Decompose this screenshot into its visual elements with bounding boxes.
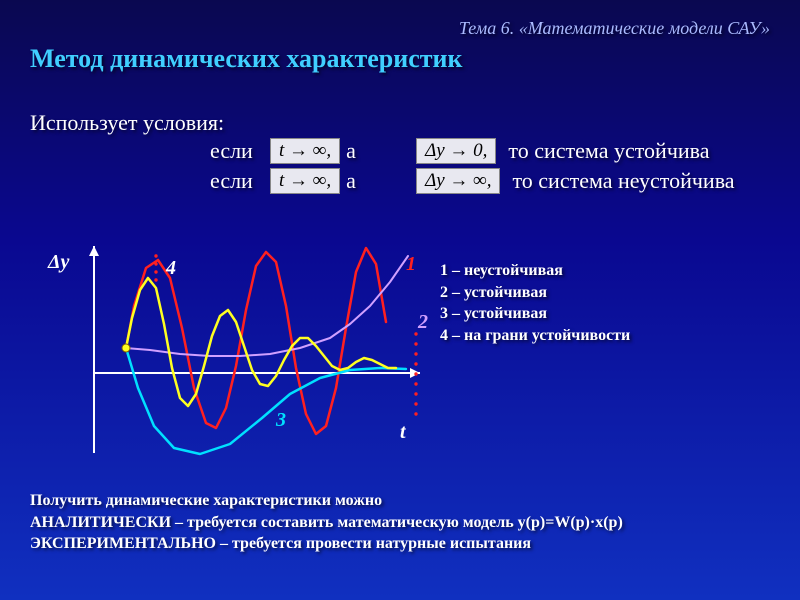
svg-text:1: 1 (406, 253, 416, 275)
breadcrumb: Тема 6. «Математические модели САУ» (459, 18, 770, 39)
chart-area: Δy t 1 2 3 4 (30, 238, 430, 473)
condition-row: если t → ∞, а Δy → ∞, то система неустой… (30, 166, 770, 196)
svg-text:3: 3 (275, 409, 286, 431)
then-text: то система устойчива (508, 138, 709, 164)
mid-word: а (346, 138, 386, 164)
svg-text:2: 2 (417, 311, 428, 333)
svg-text:Δy: Δy (47, 251, 70, 273)
legend-item: 1 – неустойчивая (440, 260, 630, 282)
conditions-label: Использует условия: (30, 110, 770, 136)
if-word: если (210, 168, 270, 194)
if-word: если (210, 138, 270, 164)
legend-item: 2 – устойчивая (440, 282, 630, 304)
mid-word: а (346, 168, 386, 194)
legend: 1 – неустойчивая 2 – устойчивая 3 – усто… (440, 260, 630, 346)
math-box: Δy → ∞, (416, 168, 500, 194)
condition-row: если t → ∞, а Δy → 0, то система устойчи… (30, 136, 770, 166)
svg-text:t: t (400, 421, 407, 443)
math-box: Δy → 0, (416, 138, 496, 164)
bottom-text: Получить динамические характеристики мож… (30, 490, 770, 555)
svg-text:4: 4 (165, 257, 176, 279)
legend-item: 3 – устойчивая (440, 303, 630, 325)
bottom-line: Получить динамические характеристики мож… (30, 490, 770, 512)
bottom-line: АНАЛИТИЧЕСКИ – требуется составить матем… (30, 512, 770, 534)
slide-title: Метод динамических характеристик (30, 44, 463, 74)
math-box: t → ∞, (270, 168, 340, 194)
bottom-line: ЭКСПЕРИМЕНТАЛЬНО – требуется провести на… (30, 533, 770, 555)
then-text: то система неустойчива (512, 168, 734, 194)
legend-item: 4 – на грани устойчивости (440, 325, 630, 347)
chart-svg: Δy t 1 2 3 4 (30, 238, 430, 468)
math-box: t → ∞, (270, 138, 340, 164)
conditions-block: Использует условия: если t → ∞, а Δy → 0… (30, 110, 770, 196)
